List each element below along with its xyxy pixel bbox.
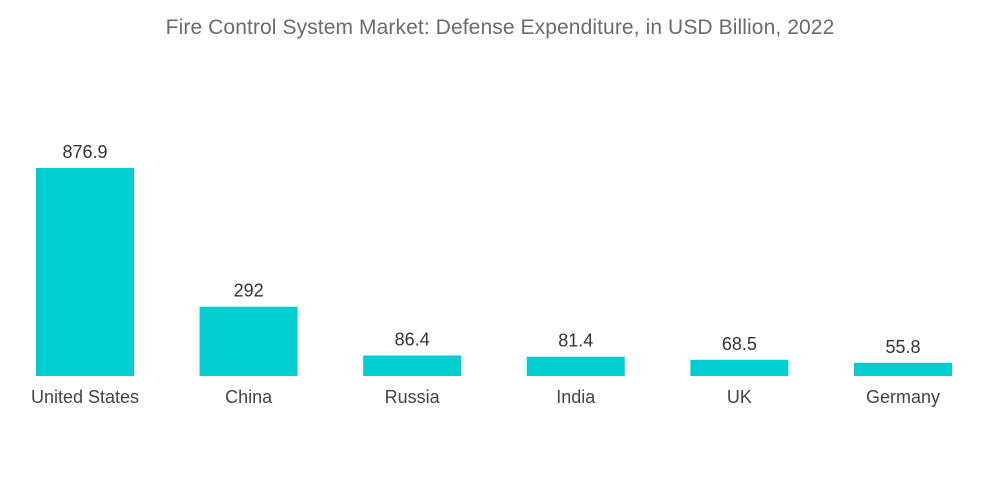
category-label-india: India <box>556 387 596 407</box>
value-labels-layer: 876.9 292 86.4 81.4 68.5 55.8 <box>62 142 920 357</box>
category-labels-layer: United States China Russia India UK Germany <box>31 387 940 407</box>
value-label-united-states: 876.9 <box>62 142 107 162</box>
bar-uk <box>690 359 789 376</box>
category-label-china: China <box>225 387 273 407</box>
bar-united-states <box>36 168 134 376</box>
chart-title: Fire Control System Market: Defense Expe… <box>165 16 835 39</box>
value-label-germany: 55.8 <box>885 337 920 357</box>
bar-india <box>526 356 625 376</box>
category-label-uk: UK <box>727 387 752 407</box>
value-label-china: 292 <box>234 281 264 301</box>
category-label-united-states: United States <box>31 387 139 407</box>
bar-china <box>199 306 298 376</box>
value-label-russia: 86.4 <box>395 330 430 350</box>
value-label-india: 81.4 <box>558 331 593 351</box>
bar-germany <box>854 362 952 376</box>
bar-russia <box>363 355 462 376</box>
value-label-uk: 68.5 <box>722 334 757 354</box>
bars-layer <box>36 168 952 376</box>
category-label-germany: Germany <box>866 387 940 407</box>
category-label-russia: Russia <box>385 387 441 407</box>
